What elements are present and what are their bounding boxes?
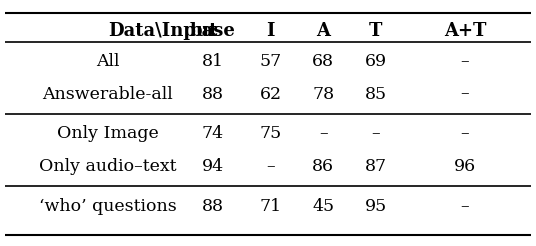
Text: –: – — [460, 198, 470, 215]
Text: I: I — [266, 22, 275, 40]
Text: A: A — [316, 22, 330, 40]
Text: 94: 94 — [202, 158, 224, 175]
Text: 69: 69 — [364, 53, 387, 70]
Text: Answerable-all: Answerable-all — [42, 86, 173, 103]
Text: 75: 75 — [259, 125, 282, 142]
Text: 88: 88 — [202, 198, 224, 215]
Text: –: – — [319, 125, 327, 142]
Text: 74: 74 — [202, 125, 224, 142]
Text: 85: 85 — [364, 86, 387, 103]
Text: A+T: A+T — [444, 22, 486, 40]
Text: 45: 45 — [312, 198, 334, 215]
Text: –: – — [460, 125, 470, 142]
Text: 62: 62 — [259, 86, 282, 103]
Text: Only Image: Only Image — [57, 125, 159, 142]
Text: Only audio–text: Only audio–text — [39, 158, 176, 175]
Text: 57: 57 — [259, 53, 282, 70]
Text: 95: 95 — [364, 198, 387, 215]
Text: All: All — [96, 53, 120, 70]
Text: 86: 86 — [312, 158, 334, 175]
Text: ‘who’ questions: ‘who’ questions — [39, 198, 177, 215]
Text: 96: 96 — [454, 158, 476, 175]
Text: Data\Input: Data\Input — [108, 22, 217, 40]
Text: –: – — [266, 158, 275, 175]
Text: –: – — [460, 86, 470, 103]
Text: 71: 71 — [259, 198, 282, 215]
Text: –: – — [371, 125, 380, 142]
Text: 88: 88 — [202, 86, 224, 103]
Text: base: base — [190, 22, 236, 40]
Text: 87: 87 — [364, 158, 387, 175]
Text: 81: 81 — [202, 53, 224, 70]
Text: –: – — [460, 53, 470, 70]
Text: T: T — [369, 22, 382, 40]
Text: 78: 78 — [312, 86, 334, 103]
Text: 68: 68 — [312, 53, 334, 70]
